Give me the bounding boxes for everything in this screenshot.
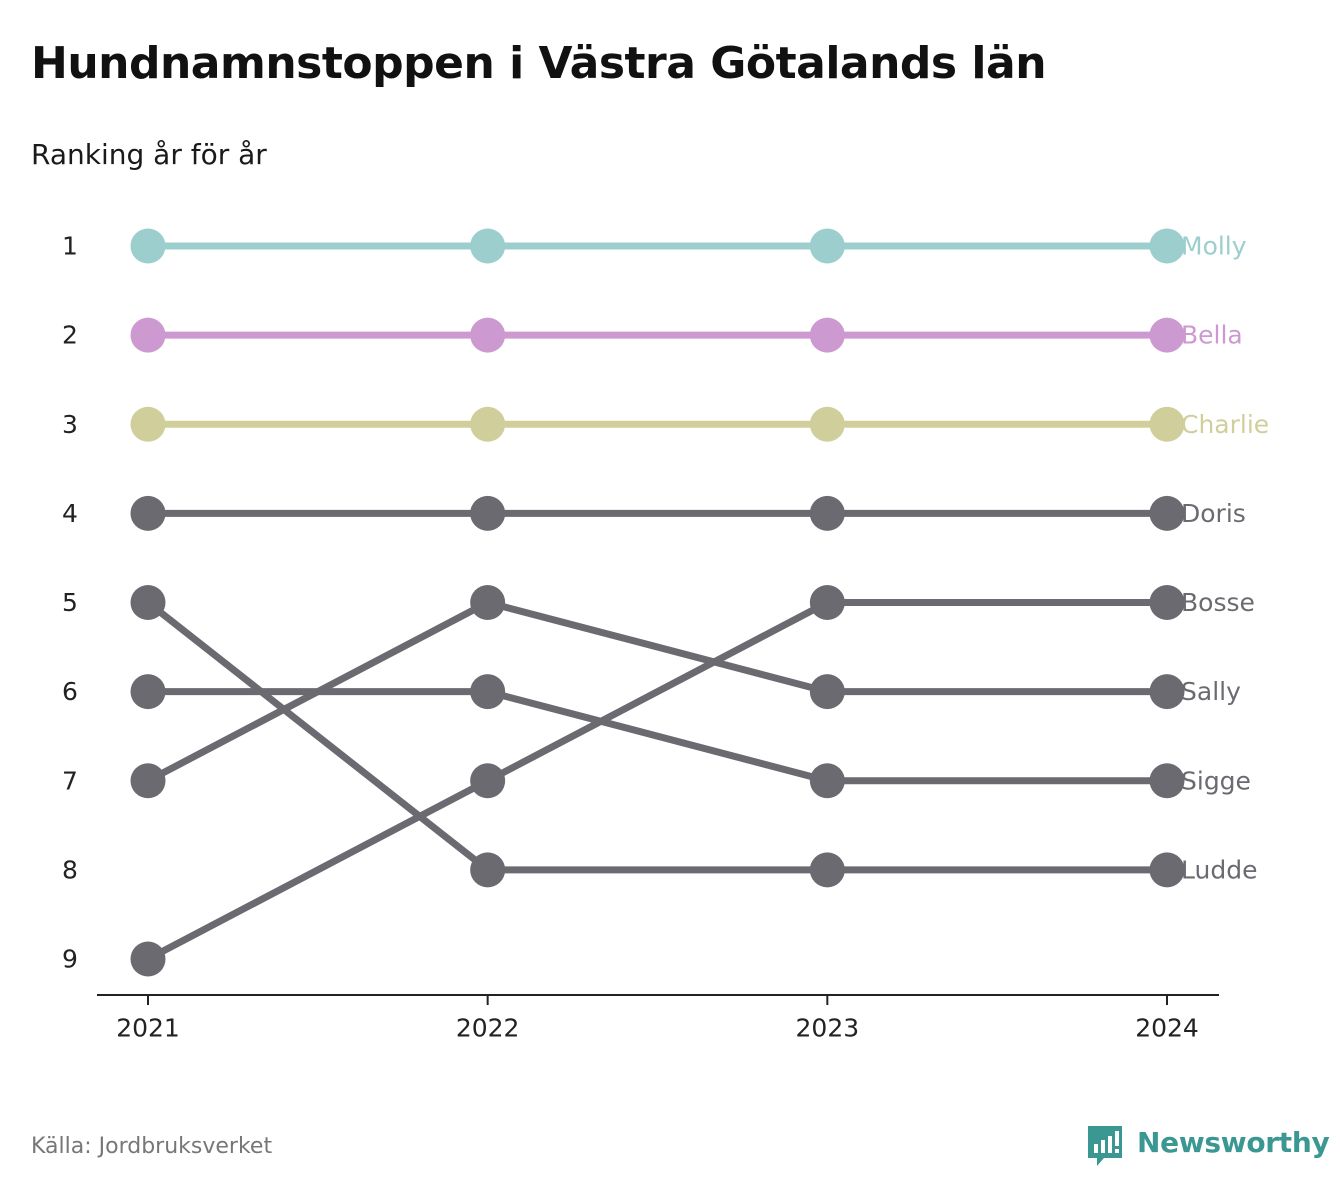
data-point-sally xyxy=(470,585,506,620)
data-point-sigge xyxy=(1149,763,1185,799)
data-point-sally xyxy=(809,674,845,710)
series-label-sigge: Sigge xyxy=(1181,766,1251,795)
series-line-sigge xyxy=(144,688,1171,785)
data-point-sigge xyxy=(470,674,506,710)
y-tick-label: 8 xyxy=(62,855,78,884)
newsworthy-chart-icon xyxy=(1088,1126,1122,1166)
series-label-ludde: Ludde xyxy=(1181,855,1257,884)
data-point-doris xyxy=(130,495,166,531)
chart-subtitle: Ranking år för år xyxy=(31,138,267,171)
data-point-molly xyxy=(470,228,506,264)
data-point-bosse xyxy=(1149,585,1185,620)
data-point-bosse xyxy=(470,763,506,799)
data-point-sigge xyxy=(809,763,845,799)
series-label-charlie: Charlie xyxy=(1181,410,1269,439)
series-lines xyxy=(144,242,1171,963)
y-tick-label: 6 xyxy=(62,677,78,706)
data-point-bella xyxy=(130,317,166,353)
y-tick-label: 9 xyxy=(62,945,78,974)
data-point-charlie xyxy=(470,406,506,442)
y-tick-label: 1 xyxy=(62,232,78,261)
x-tick-label: 2023 xyxy=(796,1014,860,1043)
data-point-charlie xyxy=(809,406,845,442)
data-point-sally xyxy=(130,763,166,799)
data-point-doris xyxy=(809,495,845,531)
data-point-doris xyxy=(1149,495,1185,531)
data-point-molly xyxy=(809,228,845,264)
series-label-doris: Doris xyxy=(1181,499,1246,528)
data-point-molly xyxy=(130,228,166,264)
data-point-charlie xyxy=(1149,406,1185,442)
y-tick-label: 2 xyxy=(62,321,78,350)
series-line-bosse xyxy=(144,599,1171,963)
series-label-bella: Bella xyxy=(1181,321,1243,350)
data-point-doris xyxy=(470,495,506,531)
y-axis-ticks: 1 2 3 4 5 6 7 8 9 xyxy=(62,232,78,974)
series-points xyxy=(130,228,1185,977)
y-tick-label: 7 xyxy=(62,766,78,795)
brand-name: Newsworthy xyxy=(1137,1126,1330,1159)
y-tick-label: 5 xyxy=(62,588,78,617)
y-tick-label: 4 xyxy=(62,499,78,528)
series-label-molly: Molly xyxy=(1181,232,1247,261)
data-point-molly xyxy=(1149,228,1185,264)
chart-title: Hundnamnstoppen i Västra Götalands län xyxy=(31,38,1047,89)
data-point-bella xyxy=(809,317,845,353)
data-point-bella xyxy=(1149,317,1185,353)
data-point-ludde xyxy=(130,585,166,620)
data-point-ludde xyxy=(1149,852,1185,888)
x-tick-label: 2024 xyxy=(1135,1014,1199,1043)
series-end-labels: Molly Bella Charlie Doris Bosse Sally Sigge Lud… xyxy=(1181,232,1269,885)
data-point-bosse xyxy=(809,585,845,620)
data-point-bosse xyxy=(130,941,166,977)
x-axis-ticks: 2021 2022 2023 2024 xyxy=(116,995,1199,1043)
series-label-bosse: Bosse xyxy=(1181,588,1255,617)
brand-logo: Newsworthy xyxy=(1088,1124,1330,1170)
x-tick-label: 2022 xyxy=(456,1014,520,1043)
source-note: Källa: Jordbruksverket xyxy=(31,1134,273,1159)
series-label-sally: Sally xyxy=(1181,677,1241,706)
data-point-ludde xyxy=(809,852,845,888)
series-line-ludde xyxy=(144,599,1171,874)
x-tick-label: 2021 xyxy=(116,1014,180,1043)
data-point-charlie xyxy=(130,406,166,442)
data-point-ludde xyxy=(470,852,506,888)
data-point-sigge xyxy=(130,674,166,710)
data-point-sally xyxy=(1149,674,1185,710)
data-point-bella xyxy=(470,317,506,353)
y-tick-label: 3 xyxy=(62,410,78,439)
